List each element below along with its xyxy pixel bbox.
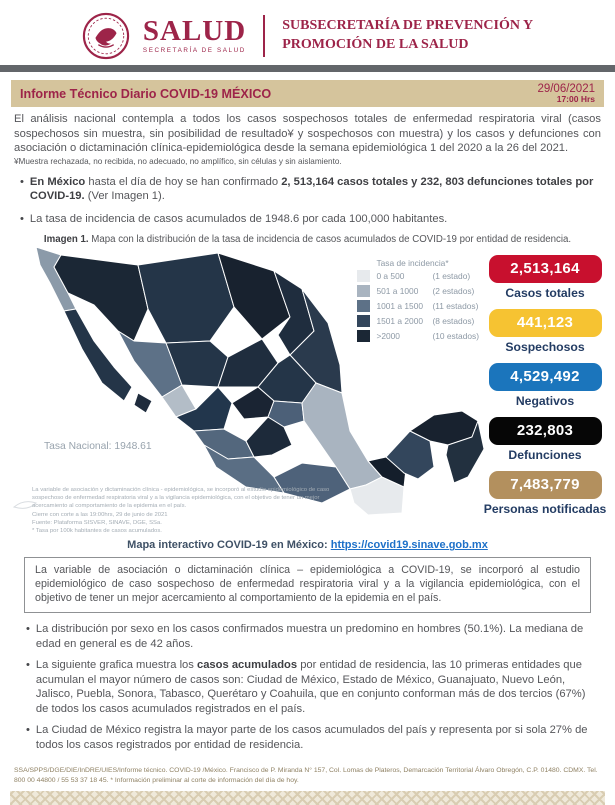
bullet-top-entities: • La siguiente grafica muestra los casos…	[20, 658, 595, 716]
map-legend: Tasa de incidencia* 0 a 500 (1 estado) 5…	[357, 258, 479, 345]
legend-item: 501 a 1000 (2 estados)	[357, 285, 479, 298]
bullet-marker: •	[20, 175, 24, 188]
bullet-marker: •	[26, 724, 30, 737]
analysis-bullets: • La distribución por sexo en los casos …	[0, 613, 615, 753]
bullet-top-entities-text: La siguiente grafica muestra los casos a…	[35, 659, 586, 715]
map-footnotes: La variable de asociación y dictaminació…	[32, 486, 332, 536]
header-divider	[263, 14, 266, 57]
note-box: La variable de asociación o dictaminació…	[24, 557, 591, 614]
map-footnote-variable: La variable de asociación y dictaminació…	[32, 486, 330, 510]
stat-negativos-value: 4,529,492	[488, 363, 602, 392]
subsecretaria-title: SUBSECRETARÍA DE PREVENCIÓN Y PROMOCIÓN …	[282, 17, 533, 53]
imagen1-caption: Imagen 1. Mapa con la distribución de la…	[43, 234, 572, 246]
imagen1-label: Imagen 1.	[43, 234, 89, 246]
national-rate-label: Tasa Nacional: 1948.61	[44, 441, 152, 453]
legend-swatch	[357, 330, 371, 343]
map-footnote-source: Fuente: Plataforma SISVER, SINAVE, DGE, …	[32, 519, 162, 526]
salud-logo: SALUD SECRETARÍA DE SALUD	[142, 14, 247, 54]
bullet-sex-distribution-text: La distribución por sexo en los casos co…	[35, 623, 584, 650]
bullet-marker: •	[26, 659, 30, 672]
stat-defunciones-label: Defunciones	[508, 448, 582, 463]
subsecretaria-line2: PROMOCIÓN DE LA SALUD	[282, 36, 469, 52]
bullet-incidence-rate-text: La tasa de incidencia de casos acumulado…	[29, 212, 448, 225]
map-section: Tasa de incidencia* 0 a 500 (1 estado) 5…	[0, 245, 615, 537]
bullet-cdmx-share-text: La Ciudad de México registra la mayor pa…	[35, 724, 588, 752]
bullet-incidence-rate: • La tasa de incidencia de casos acumula…	[14, 212, 601, 227]
legend-item: 1501 a 2000 (8 estados)	[357, 315, 479, 328]
stat-personas-notificadas-label: Personas notificadas	[483, 502, 607, 517]
report-title-bar: Informe Técnico Diario COVID-19 MÉXICO 2…	[11, 80, 604, 107]
mexico-map: Tasa de incidencia* 0 a 500 (1 estado) 5…	[6, 245, 485, 537]
salud-logo-subtitle: SECRETARÍA DE SALUD	[142, 46, 246, 54]
legend-swatch	[357, 300, 371, 313]
report-header: SALUD SECRETARÍA DE SALUD SUBSECRETARÍA …	[0, 0, 615, 62]
map-decorative-outline	[12, 501, 37, 510]
bullet-sex-distribution: • La distribución por sexo en los casos …	[20, 622, 595, 651]
legend-item: >2000 (10 estados)	[357, 330, 479, 343]
bullet-confirmed-cases-text: En México hasta el día de hoy se han con…	[29, 175, 594, 203]
intro-footnote: ¥Muestra rechazada, no recibida, no adec…	[14, 156, 342, 166]
stat-negativos-label: Negativos	[515, 394, 575, 409]
salud-logo-text: SALUD	[142, 14, 247, 47]
legend-swatch	[357, 270, 371, 283]
interactive-map-label: Mapa interactivo COVID-19 en México:	[127, 539, 331, 552]
summary-bullets: • En México hasta el día de hoy se han c…	[14, 175, 601, 227]
legend-swatch	[357, 315, 371, 328]
legend-item: 1001 a 1500 (11 estados)	[357, 300, 479, 313]
header-gray-bar	[0, 65, 615, 72]
report-time: 17:00 Hrs	[556, 94, 595, 105]
bullet-confirmed-cases: • En México hasta el día de hoy se han c…	[14, 175, 601, 204]
interactive-map-line: Mapa interactivo COVID-19 en México: htt…	[0, 539, 615, 551]
stat-casos-totales-label: Casos totales	[505, 286, 585, 301]
interactive-map-link[interactable]: https://covid19.sinave.gob.mx	[330, 539, 488, 552]
stat-defunciones-value: 232,803	[488, 417, 602, 446]
report-title: Informe Técnico Diario COVID-19 MÉXICO	[20, 86, 272, 101]
legend-title: Tasa de incidencia*	[376, 258, 449, 269]
map-footnote-cutoff: Cierre con corte a las 19:00hrs, 29 de j…	[32, 511, 168, 518]
stat-personas-notificadas-value: 7,483,779	[488, 471, 602, 500]
stat-sospechosos-value: 441,123	[488, 309, 602, 338]
stats-column: 2,513,164 Casos totales 441,123 Sospecho…	[483, 245, 607, 537]
report-footer: SSA/SPPS/DGE/DIE/InDRE/UIES/Informe técn…	[14, 766, 598, 784]
subsecretaria-line1: SUBSECRETARÍA DE PREVENCIÓN Y	[282, 18, 534, 34]
stat-sospechosos-label: Sospechosos	[505, 340, 585, 355]
decorative-pattern-band	[10, 790, 605, 805]
legend-swatch	[357, 285, 371, 298]
intro-paragraph: El análisis nacional contempla a todos l…	[14, 113, 601, 155]
legend-item: 0 a 500 (1 estado)	[357, 270, 479, 283]
report-datetime: 29/06/2021 17:00 Hrs	[537, 83, 595, 105]
bullet-marker: •	[20, 212, 24, 225]
bullet-marker: •	[26, 623, 30, 636]
stat-casos-totales-value: 2,513,164	[488, 255, 602, 284]
mexico-choropleth-map-image	[12, 246, 485, 516]
report-date: 29/06/2021	[537, 82, 595, 95]
map-footnote-rate: * Tasa por 100k habitantes de casos acum…	[32, 528, 162, 535]
secretaria-salud-seal-icon	[82, 12, 130, 59]
bullet-cdmx-share: • La Ciudad de México registra la mayor …	[20, 723, 595, 752]
